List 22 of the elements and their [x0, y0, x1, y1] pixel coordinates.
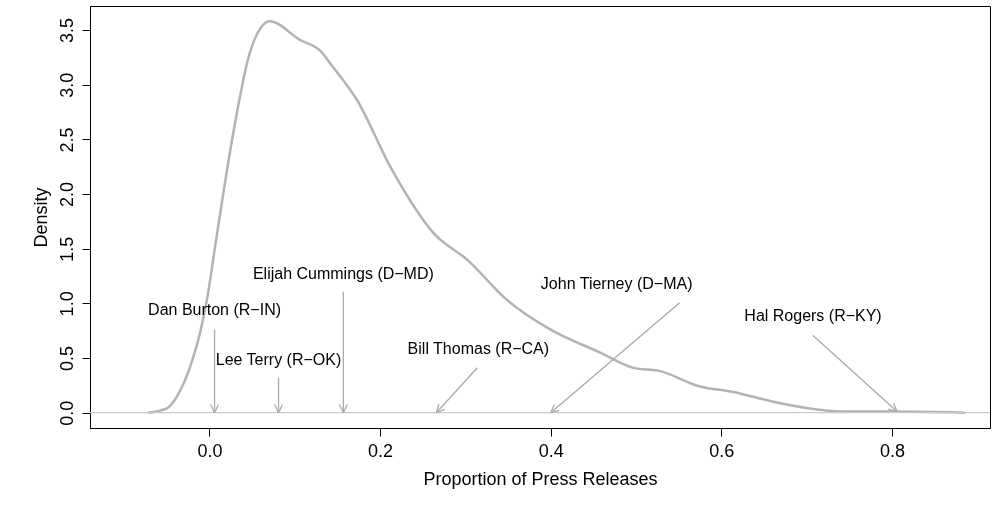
x-tick-label: 0.8 [879, 440, 905, 461]
y-tick-label: 2.5 [56, 127, 77, 153]
y-tick-label: 2.0 [56, 182, 77, 208]
y-tick-label: 3.0 [56, 72, 77, 98]
y-tick-label: 3.5 [56, 18, 77, 44]
annotation: Dan Burton (R−IN) [148, 300, 282, 318]
y-tick-label: 0.5 [56, 346, 77, 372]
y-tick-label: 1.5 [56, 236, 77, 262]
annotation: Hal Rogers (R−KY) [744, 306, 882, 324]
annotation: John Tierney (D−MA) [540, 274, 693, 292]
y-tick-label: 1.0 [56, 291, 77, 317]
x-tick-label: 0.6 [709, 440, 735, 461]
x-tick-label: 0.0 [197, 440, 223, 461]
line-series [146, 20, 967, 414]
annotation: Bill Thomas (R−CA) [407, 339, 550, 357]
annotation: Elijah Cummings (D−MD) [252, 264, 434, 282]
annotation: Lee Terry (R−OK) [215, 350, 342, 368]
x-axis-title: Proportion of Press Releases [423, 468, 658, 489]
x-tick-label: 0.4 [538, 440, 564, 461]
y-tick-label: 0.0 [56, 400, 77, 426]
x-tick-label: 0.2 [368, 440, 394, 461]
y-axis-title: Density [30, 187, 51, 248]
